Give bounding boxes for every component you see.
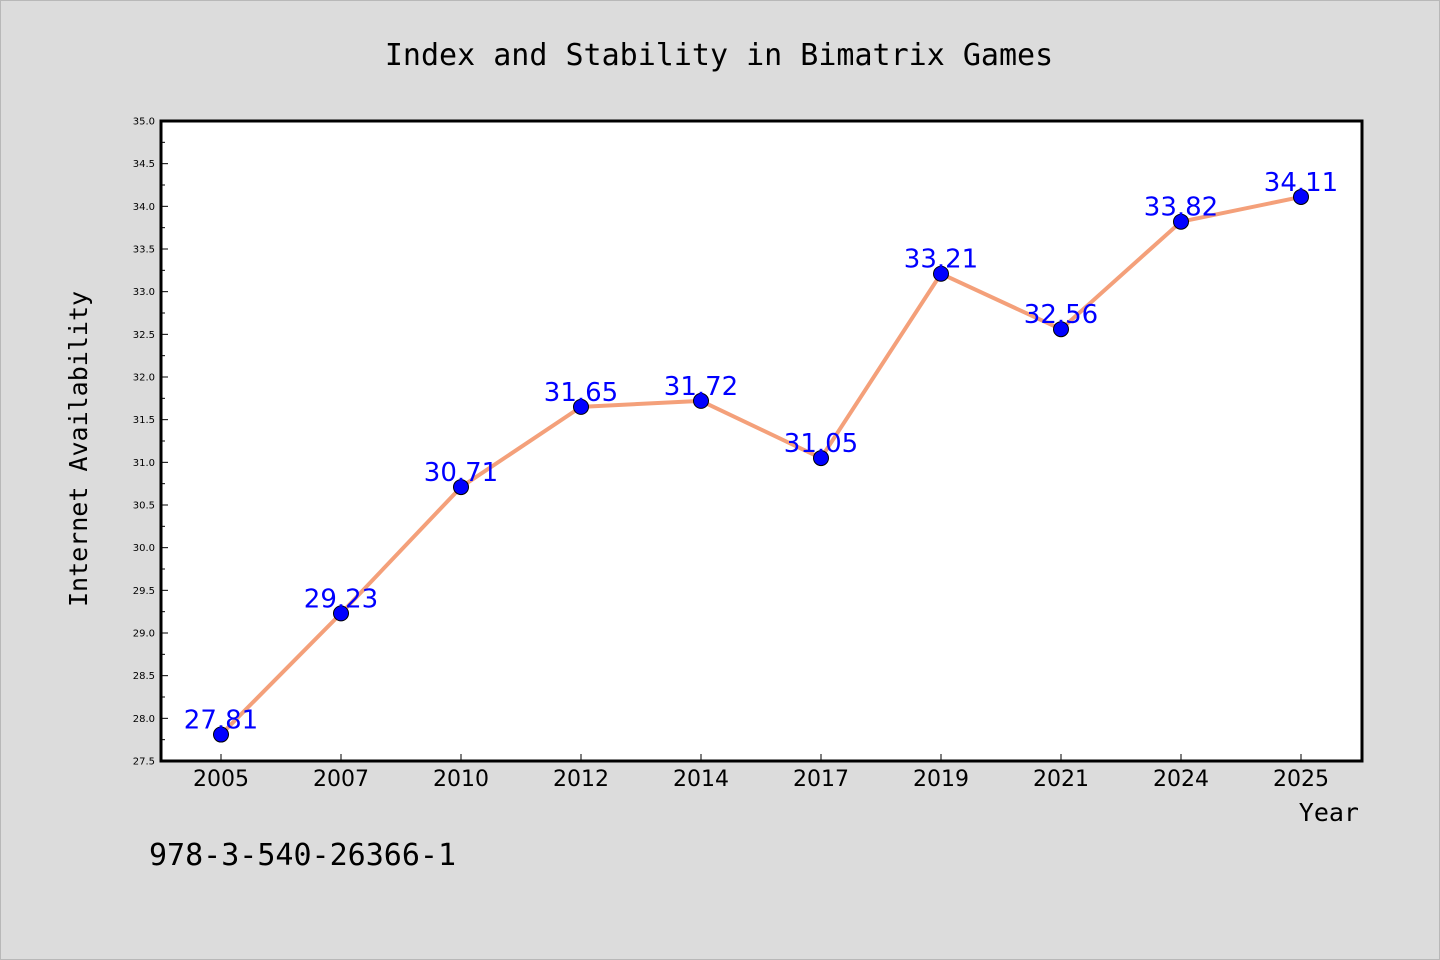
data-point xyxy=(1293,188,1309,205)
data-label: 31.05 xyxy=(784,429,858,459)
data-point xyxy=(693,392,709,409)
x-tick-label: 2024 xyxy=(1153,767,1209,792)
x-tick-label: 2017 xyxy=(793,767,849,792)
y-tick-label: 32.5 xyxy=(133,330,155,341)
y-tick-label: 33.0 xyxy=(133,287,155,298)
chart-title: Index and Stability in Bimatrix Games xyxy=(385,38,1053,73)
y-tick-label: 35.0 xyxy=(133,117,155,128)
y-tick-label: 28.5 xyxy=(133,671,155,682)
y-tick-label: 33.5 xyxy=(133,245,155,256)
x-tick-label: 2005 xyxy=(193,767,249,792)
series-line-group xyxy=(219,194,1303,737)
x-tick-label: 2019 xyxy=(913,767,969,792)
data-point xyxy=(1173,213,1189,230)
data-point xyxy=(453,479,469,496)
y-axis-label: Internet Availability xyxy=(64,291,93,607)
y-tick-label: 28.0 xyxy=(133,714,155,725)
data-label: 30.71 xyxy=(424,458,498,488)
data-label: 31.65 xyxy=(544,378,618,408)
x-tick-label: 2010 xyxy=(433,767,489,792)
isbn-footer: 978-3-540-26366-1 xyxy=(149,838,456,873)
x-tick-label: 2007 xyxy=(313,767,369,792)
data-label: 32.56 xyxy=(1024,300,1098,330)
series-marker-group xyxy=(213,188,1309,743)
data-point xyxy=(933,265,949,282)
y-tick-label: 31.5 xyxy=(133,415,155,426)
data-point xyxy=(813,450,829,467)
data-label: 27.81 xyxy=(184,706,258,736)
x-tick-label: 2014 xyxy=(673,767,729,792)
y-tick-label: 34.5 xyxy=(133,159,155,170)
data-point xyxy=(213,726,229,743)
y-tick-label: 34.0 xyxy=(133,202,155,213)
y-tick-label: 27.5 xyxy=(133,757,155,768)
x-tick-label: 2021 xyxy=(1033,767,1089,792)
y-axis: 27.5 28.0 28.5 29.0 29.5 30.0 30.5 31.0 31.5 32.0… xyxy=(133,117,168,768)
x-tick-label: 2012 xyxy=(553,767,609,792)
y-tick-label: 30.5 xyxy=(133,501,155,512)
data-point xyxy=(333,605,349,622)
y-tick-label: 29.5 xyxy=(133,586,155,597)
data-label: 29.23 xyxy=(304,584,378,614)
plot-area xyxy=(159,119,1364,763)
data-label: 33.82 xyxy=(1144,193,1218,223)
data-point xyxy=(573,398,589,415)
series-line xyxy=(219,194,1303,737)
data-label: 34.11 xyxy=(1264,168,1338,198)
x-axis-label: Year xyxy=(1299,798,1359,827)
y-tick-label: 32.0 xyxy=(133,373,155,384)
x-axis: 2005 2007 2010 2012 2014 2017 2019 2021 2024 2025 xyxy=(193,754,1329,792)
data-point xyxy=(1053,321,1069,338)
y-tick-label: 29.0 xyxy=(133,629,155,640)
y-tick-label: 30.0 xyxy=(133,543,155,554)
data-label: 33.21 xyxy=(904,245,978,275)
data-label-group: 27.81 29.23 30.71 31.65 31.72 31.05 33.21 32.56… xyxy=(184,168,1338,736)
data-label: 31.72 xyxy=(664,372,738,402)
x-tick-label: 2025 xyxy=(1273,767,1329,792)
y-tick-label: 31.0 xyxy=(133,458,155,469)
